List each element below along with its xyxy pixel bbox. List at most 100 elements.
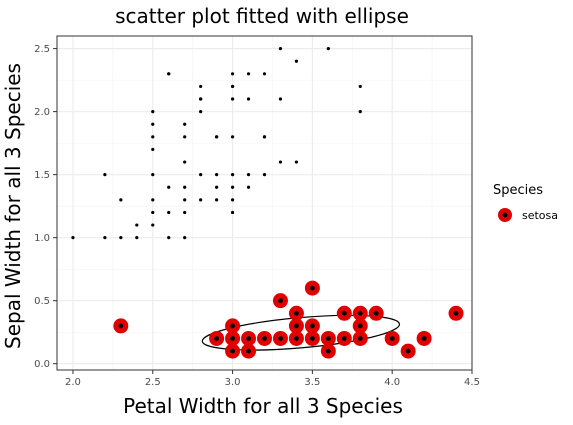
data-point — [230, 210, 235, 215]
x-tick-label: 3.0 — [225, 377, 241, 388]
setosa-point-center — [325, 348, 331, 354]
data-point — [167, 72, 171, 76]
legend-label-setosa: setosa — [522, 209, 558, 222]
data-point — [230, 198, 235, 202]
data-point — [215, 198, 219, 202]
data-point — [103, 236, 107, 240]
y-tick-label: 2.0 — [34, 107, 50, 118]
data-point — [326, 47, 330, 51]
data-point — [358, 84, 362, 89]
x-axis-ticks: 2.0 2.5 3.0 3.5 4.0 4.5 — [65, 370, 480, 388]
setosa-point-center — [357, 323, 363, 329]
panel-border — [56, 35, 473, 371]
data-point — [183, 122, 187, 126]
data-point — [215, 185, 219, 189]
data-point — [151, 173, 155, 177]
setosa-point-center — [341, 310, 347, 316]
data-point — [230, 97, 235, 101]
data-point — [71, 236, 75, 240]
setosa-point-center — [278, 298, 283, 304]
setosa-point-center — [325, 336, 331, 341]
setosa-point-center — [309, 336, 315, 341]
setosa-point-center — [405, 348, 411, 354]
data-point — [119, 236, 123, 240]
data-point — [215, 135, 219, 139]
setosa-point-center — [246, 336, 251, 341]
setosa-point-center — [341, 336, 347, 341]
data-point — [199, 97, 203, 101]
setosa-point-center — [230, 348, 235, 354]
setosa-point-center — [294, 336, 299, 341]
setosa-point-center — [357, 310, 363, 316]
setosa-point-center — [278, 336, 283, 341]
y-tick-label: 0.5 — [34, 296, 50, 307]
setosa-point-center — [230, 336, 235, 341]
data-point — [294, 59, 299, 63]
y-tick-label: 1.5 — [34, 170, 50, 181]
y-tick-label: 2.5 — [34, 44, 50, 55]
legend-title: Species — [493, 183, 543, 198]
chart-title: scatter plot fitted with ellipse — [115, 4, 409, 28]
data-point — [119, 198, 123, 202]
data-point — [183, 198, 187, 202]
setosa-point-center — [373, 310, 379, 316]
data-point — [199, 110, 203, 114]
data-point — [183, 236, 187, 240]
data-point — [230, 84, 235, 89]
data-point — [151, 147, 155, 152]
data-point — [151, 198, 155, 202]
data-point — [135, 223, 139, 227]
data-point — [103, 173, 107, 177]
setosa-point-center — [246, 348, 251, 354]
y-tick-label: 0.0 — [34, 359, 50, 370]
data-point — [215, 173, 219, 177]
setosa-point-center — [118, 323, 124, 329]
data-point — [167, 236, 171, 240]
y-axis-ticks: 0.0 0.5 1.0 1.5 2.0 2.5 — [34, 44, 57, 370]
data-point — [230, 185, 235, 189]
all-species-points — [71, 47, 362, 240]
setosa-points — [113, 280, 464, 359]
data-point — [262, 135, 267, 139]
x-tick-label: 2.5 — [145, 377, 161, 388]
legend-key-setosa-dot — [502, 212, 508, 218]
data-point — [246, 173, 251, 177]
data-point — [183, 210, 187, 215]
x-axis-title: Petal Width for all 3 Species — [123, 394, 403, 418]
setosa-point-center — [389, 336, 395, 341]
x-tick-label: 2.0 — [65, 377, 81, 388]
data-point — [278, 47, 283, 51]
data-point — [262, 72, 267, 76]
data-point — [151, 110, 155, 114]
data-point — [167, 185, 171, 189]
data-point — [262, 173, 267, 177]
setosa-point-center — [294, 323, 299, 329]
setosa-point-center — [309, 285, 315, 291]
data-point — [199, 198, 203, 202]
data-point — [135, 236, 139, 240]
data-point — [199, 84, 203, 89]
data-point — [278, 160, 283, 164]
data-point — [151, 135, 155, 139]
data-point — [183, 185, 187, 189]
setosa-point-center — [453, 310, 459, 316]
data-point — [183, 135, 187, 139]
data-point — [230, 173, 235, 177]
data-point — [230, 135, 235, 139]
data-point — [230, 72, 235, 76]
setosa-point-center — [357, 336, 363, 341]
setosa-point-center — [214, 336, 220, 341]
setosa-point-center — [262, 336, 267, 341]
x-tick-label: 4.5 — [464, 377, 480, 388]
y-axis-title: Sepal Width for all 3 Species — [1, 63, 25, 349]
data-point — [151, 210, 155, 215]
setosa-point-center — [309, 323, 315, 329]
setosa-point-center — [421, 336, 427, 341]
setosa-point-center — [294, 310, 299, 316]
data-point — [246, 185, 251, 189]
data-point — [358, 110, 362, 114]
data-point — [278, 97, 283, 101]
data-point — [151, 122, 155, 126]
data-point — [151, 223, 155, 227]
